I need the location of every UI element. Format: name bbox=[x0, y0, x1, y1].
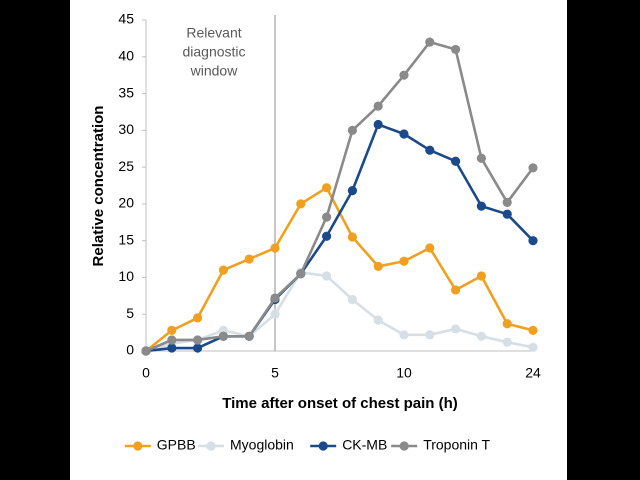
series-line bbox=[145, 270, 534, 353]
y-tick-label: 30 bbox=[118, 121, 134, 137]
series-line bbox=[145, 40, 535, 353]
data-point bbox=[322, 231, 332, 241]
data-point bbox=[347, 186, 357, 196]
data-point bbox=[425, 37, 435, 47]
data-point bbox=[347, 125, 357, 135]
y-axis-title: Relative concentration bbox=[90, 106, 107, 267]
data-point bbox=[244, 254, 254, 264]
data-point bbox=[322, 183, 332, 193]
data-point bbox=[476, 271, 486, 281]
data-point bbox=[373, 101, 383, 111]
legend-marker bbox=[318, 441, 328, 451]
data-point bbox=[502, 209, 512, 219]
data-point bbox=[425, 145, 435, 155]
data-point bbox=[399, 70, 409, 80]
legend-marker bbox=[133, 441, 143, 451]
data-point bbox=[528, 236, 538, 246]
data-point bbox=[451, 285, 461, 295]
legend-label: Troponin T bbox=[423, 437, 490, 453]
data-point bbox=[425, 243, 435, 253]
data-point bbox=[270, 293, 280, 303]
chart-background bbox=[70, 0, 567, 480]
data-point bbox=[528, 325, 538, 336]
data-point bbox=[451, 324, 461, 334]
data-point bbox=[373, 261, 383, 272]
data-point bbox=[347, 294, 357, 305]
data-point bbox=[399, 330, 409, 340]
data-point bbox=[399, 129, 409, 139]
data-point bbox=[476, 153, 486, 163]
data-point bbox=[347, 232, 357, 242]
annotation: diagnostic bbox=[182, 44, 245, 60]
y-tick-label: 10 bbox=[118, 268, 134, 284]
data-point bbox=[270, 309, 280, 319]
annotation: window bbox=[190, 63, 239, 79]
data-point bbox=[451, 44, 461, 55]
data-point bbox=[502, 197, 512, 208]
data-point bbox=[322, 212, 332, 222]
y-tick-label: 20 bbox=[118, 195, 134, 211]
y-tick-label: 40 bbox=[118, 47, 134, 63]
data-point bbox=[476, 201, 486, 211]
x-tick-label: 10 bbox=[396, 365, 412, 381]
data-point bbox=[218, 265, 228, 275]
annotation: Relevant bbox=[186, 25, 241, 41]
data-point bbox=[141, 346, 151, 356]
data-point bbox=[167, 343, 177, 353]
data-point bbox=[296, 269, 306, 279]
data-point bbox=[528, 342, 538, 352]
data-point bbox=[322, 271, 332, 281]
x-tick-label: 0 bbox=[142, 365, 150, 381]
data-point bbox=[296, 199, 306, 209]
data-point bbox=[373, 119, 383, 130]
data-point bbox=[528, 163, 538, 173]
y-tick-label: 0 bbox=[126, 342, 134, 358]
data-point bbox=[476, 331, 486, 341]
x-axis-title: Time after onset of chest pain (h) bbox=[222, 395, 458, 412]
data-point bbox=[502, 337, 512, 347]
y-tick-label: 15 bbox=[118, 231, 134, 247]
series-line bbox=[145, 123, 534, 353]
y-tick-label: 35 bbox=[118, 84, 134, 100]
data-point bbox=[193, 335, 203, 345]
legend-marker bbox=[206, 441, 216, 451]
data-point bbox=[425, 330, 435, 340]
data-point bbox=[244, 331, 254, 341]
x-tick-label: 24 bbox=[525, 365, 541, 381]
x-tick-label: 5 bbox=[271, 365, 279, 381]
data-point bbox=[502, 319, 512, 329]
data-point bbox=[373, 315, 383, 325]
legend-label: CK-MB bbox=[342, 437, 387, 453]
data-point bbox=[167, 325, 177, 336]
data-point bbox=[451, 156, 461, 166]
legend-label: GPBB bbox=[157, 437, 196, 453]
legend-marker bbox=[399, 441, 409, 451]
y-tick-label: 45 bbox=[118, 11, 134, 27]
data-point bbox=[218, 331, 228, 341]
data-point bbox=[193, 343, 203, 353]
y-tick-label: 25 bbox=[118, 158, 134, 174]
data-point bbox=[193, 313, 203, 323]
y-tick-label: 5 bbox=[126, 305, 134, 321]
data-point bbox=[399, 256, 409, 266]
legend-label: Myoglobin bbox=[230, 437, 294, 453]
data-point bbox=[167, 335, 177, 345]
data-point bbox=[270, 243, 280, 253]
